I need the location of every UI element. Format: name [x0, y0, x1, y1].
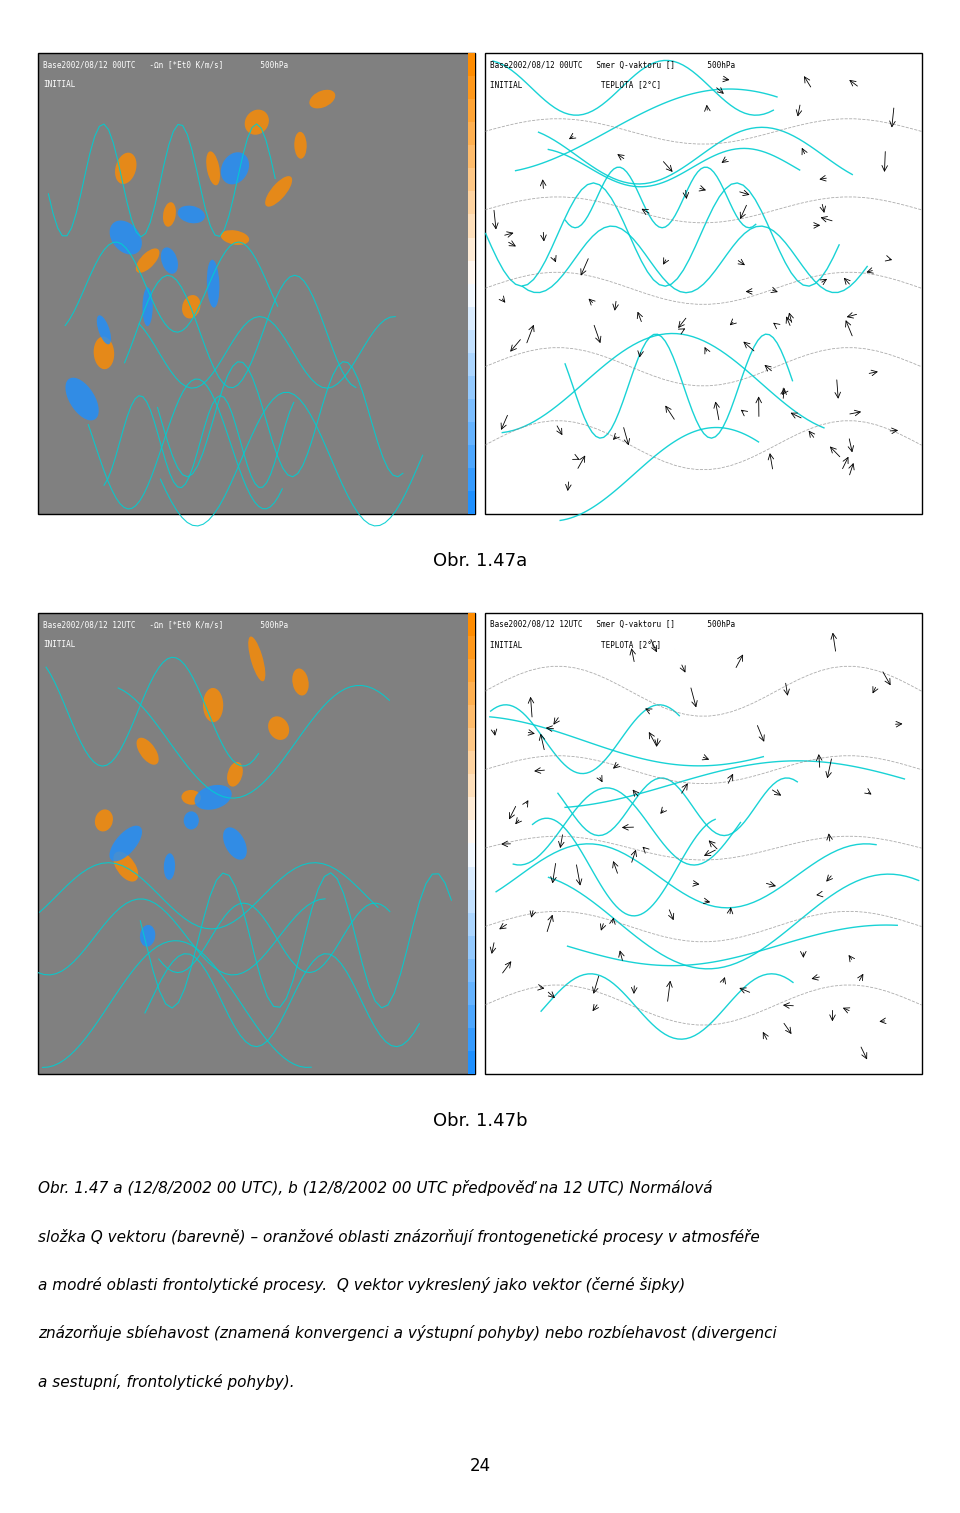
Ellipse shape — [195, 785, 231, 809]
Bar — [468, 820, 475, 844]
Bar — [468, 912, 475, 935]
Bar — [468, 775, 475, 797]
Ellipse shape — [161, 248, 178, 274]
Bar — [468, 982, 475, 1005]
Bar — [468, 1029, 475, 1052]
Text: Obr. 1.47a: Obr. 1.47a — [433, 552, 527, 570]
Ellipse shape — [245, 109, 269, 135]
Bar — [468, 192, 475, 215]
Ellipse shape — [221, 230, 250, 245]
Ellipse shape — [115, 153, 136, 185]
Bar — [468, 613, 475, 635]
Ellipse shape — [135, 248, 159, 272]
Bar — [468, 705, 475, 728]
Bar — [468, 728, 475, 752]
Bar — [468, 635, 475, 660]
Bar — [468, 682, 475, 705]
Ellipse shape — [309, 89, 335, 109]
Bar — [38, 613, 475, 1074]
Text: INITIAL                 TEPLOTA [2°C]: INITIAL TEPLOTA [2°C] — [490, 640, 660, 649]
Bar — [468, 469, 475, 492]
Bar — [468, 422, 475, 445]
Ellipse shape — [223, 828, 247, 859]
Ellipse shape — [109, 826, 142, 861]
Ellipse shape — [94, 336, 114, 369]
Text: a sestupní, frontolytické pohyby).: a sestupní, frontolytické pohyby). — [38, 1374, 295, 1390]
Text: INITIAL: INITIAL — [43, 80, 76, 89]
Bar — [468, 168, 475, 192]
Bar — [468, 867, 475, 890]
Bar — [468, 959, 475, 982]
Bar — [468, 353, 475, 377]
Bar — [468, 797, 475, 820]
Ellipse shape — [181, 790, 201, 805]
Ellipse shape — [295, 132, 306, 159]
Text: Base2002/08/12 00UTC   -Ωn [*Et0 K/m/s]        500hPa: Base2002/08/12 00UTC -Ωn [*Et0 K/m/s] 50… — [43, 61, 288, 70]
Text: Base2002/08/12 12UTC   Smer Q-vaktoru []       500hPa: Base2002/08/12 12UTC Smer Q-vaktoru [] 5… — [490, 620, 734, 629]
Bar — [468, 215, 475, 238]
Bar — [468, 844, 475, 867]
Text: Base2002/08/12 12UTC   -Ωn [*Et0 K/m/s]        500hPa: Base2002/08/12 12UTC -Ωn [*Et0 K/m/s] 50… — [43, 620, 288, 629]
Text: Obr. 1.47 a (12/8/2002 00 UTC), b (12/8/2002 00 UTC předpověď na 12 UTC) Normálo: Obr. 1.47 a (12/8/2002 00 UTC), b (12/8/… — [38, 1180, 713, 1197]
Bar — [468, 260, 475, 284]
Ellipse shape — [268, 716, 289, 740]
Ellipse shape — [182, 295, 201, 318]
Bar — [468, 238, 475, 260]
Ellipse shape — [113, 852, 138, 882]
Ellipse shape — [109, 221, 142, 254]
Ellipse shape — [163, 203, 176, 227]
Ellipse shape — [183, 811, 199, 829]
Ellipse shape — [203, 688, 224, 722]
Ellipse shape — [206, 151, 220, 185]
Bar — [468, 284, 475, 307]
Bar — [468, 935, 475, 959]
Bar — [468, 377, 475, 399]
Ellipse shape — [228, 763, 243, 787]
Text: Base2002/08/12 00UTC   Smer Q-vaktoru []       500hPa: Base2002/08/12 00UTC Smer Q-vaktoru [] 5… — [490, 61, 734, 70]
Text: INITIAL                 TEPLOTA [2°C]: INITIAL TEPLOTA [2°C] — [490, 80, 660, 89]
Bar — [468, 1052, 475, 1074]
Text: znázorňuje sbíehavost (znamená konvergenci a výstupní pohyby) nebo rozbíehavost : znázorňuje sbíehavost (znamená konvergen… — [38, 1325, 778, 1342]
Text: Obr. 1.47b: Obr. 1.47b — [433, 1112, 527, 1130]
Ellipse shape — [95, 809, 113, 832]
Ellipse shape — [178, 206, 204, 224]
Bar — [468, 445, 475, 469]
Ellipse shape — [265, 176, 292, 207]
Ellipse shape — [164, 853, 175, 881]
Bar — [485, 53, 922, 514]
Ellipse shape — [249, 637, 265, 681]
Ellipse shape — [142, 287, 153, 327]
Bar — [468, 145, 475, 168]
Bar — [468, 76, 475, 100]
Text: složka Q vektoru (barevně) – oranžové oblasti znázorňují frontogenetické procesy: složka Q vektoru (barevně) – oranžové ob… — [38, 1229, 760, 1245]
Bar — [468, 307, 475, 330]
Bar — [468, 660, 475, 682]
Bar — [468, 1005, 475, 1029]
Bar — [468, 53, 475, 76]
Bar — [468, 123, 475, 145]
Ellipse shape — [206, 260, 220, 307]
Text: 24: 24 — [469, 1457, 491, 1475]
Bar — [485, 613, 922, 1074]
Bar — [468, 492, 475, 514]
Ellipse shape — [136, 738, 158, 764]
Ellipse shape — [65, 378, 99, 421]
Ellipse shape — [221, 153, 249, 185]
Text: INITIAL: INITIAL — [43, 640, 76, 649]
Ellipse shape — [292, 669, 309, 696]
Bar — [468, 399, 475, 422]
Bar — [38, 53, 475, 514]
Ellipse shape — [140, 924, 156, 947]
Bar — [468, 890, 475, 912]
Bar — [468, 330, 475, 353]
Bar — [468, 752, 475, 775]
Text: a modré oblasti frontolytické procesy.  Q vektor vykreslený jako vektor (černé š: a modré oblasti frontolytické procesy. Q… — [38, 1277, 685, 1294]
Ellipse shape — [97, 315, 111, 345]
Bar — [468, 100, 475, 123]
